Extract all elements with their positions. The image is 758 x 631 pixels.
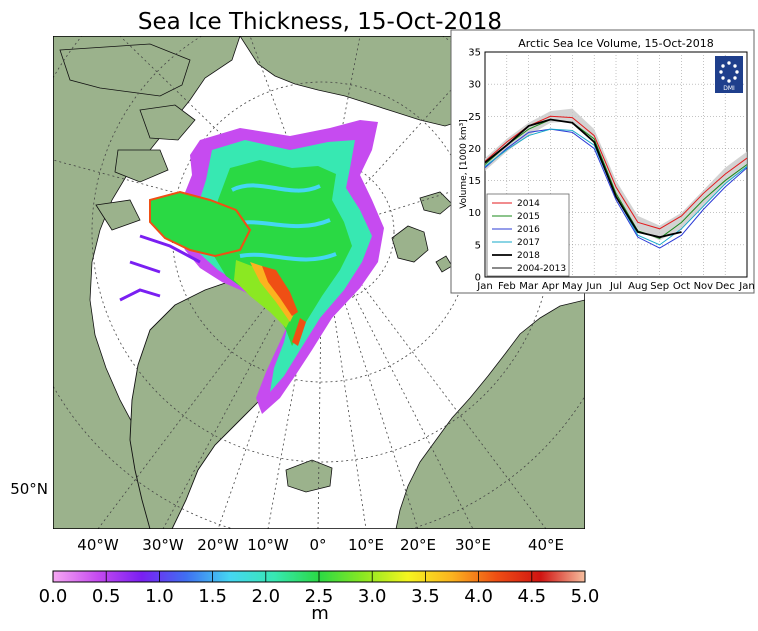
inset-x-ticks: Jan Feb Mar Apr May Jun Jul Aug Sep Oct Nov Dec Jan <box>476 281 754 292</box>
ice-thick-orange <box>250 262 296 322</box>
inset-y-ticks: 0 5 10 15 20 25 30 35 <box>468 48 481 284</box>
colorbar: 0.0 0.5 1.0 1.5 2.0 2.5 3.0 3.5 4.0 4.5 5.0 <box>39 570 600 607</box>
y-tick-label: 5 <box>475 240 481 251</box>
map-title: Sea Ice Thickness, 15-Oct-2018 <box>138 9 502 35</box>
colorbar-tick-label: 3.0 <box>358 586 387 607</box>
ice-archipelago-purple <box>119 234 201 302</box>
lon-label: 10°E <box>348 536 384 554</box>
ice-thick-yellow <box>234 260 294 328</box>
x-tick-label: Mar <box>519 281 539 292</box>
legend-label: 2017 <box>517 238 540 248</box>
inset-series-layer <box>485 115 747 249</box>
y-tick-label: 10 <box>468 208 481 219</box>
x-tick-label: Sep <box>650 281 669 292</box>
x-tick-label: May <box>562 281 583 292</box>
legend-label: 2004-2013 <box>517 264 566 274</box>
colorbar-tick-label: 1.0 <box>145 586 174 607</box>
colorbar-tick-label: 5.0 <box>571 586 600 607</box>
y-tick-label: 25 <box>468 112 481 123</box>
dmi-badge-label: DMI <box>723 85 735 92</box>
x-tick-label: Jun <box>585 281 602 292</box>
x-tick-label: Jul <box>609 281 622 292</box>
legend-label: 2018 <box>517 251 540 261</box>
dmi-stars-icon <box>719 61 739 83</box>
land-franz-josef <box>419 191 453 215</box>
y-tick-label: 0 <box>475 273 481 284</box>
x-tick-label: Nov <box>694 281 714 292</box>
series-line-2016 <box>485 128 747 249</box>
x-tick-label: Dec <box>715 281 734 292</box>
lon-label: 30°W <box>142 536 184 554</box>
colorbar-tick-label: 4.5 <box>517 586 546 607</box>
colorbar-tick-label: 0.0 <box>39 586 68 607</box>
colorbar-tick-label: 4.0 <box>464 586 493 607</box>
y-tick-label: 30 <box>468 80 481 91</box>
lon-label: 40°E <box>528 536 564 554</box>
series-line-2015 <box>485 118 747 239</box>
ice-green-core <box>212 160 352 346</box>
x-tick-label: Apr <box>542 281 560 292</box>
sea-ice-field <box>119 120 384 414</box>
inset-volume-chart: Arctic Sea Ice Volume, 15-Oct-2018 0 5 10 1… <box>450 29 755 294</box>
colorbar-tick-label: 2.5 <box>305 586 334 607</box>
x-tick-label: Feb <box>498 281 516 292</box>
colorbar-unit: m <box>311 603 329 624</box>
ice-canadian-archipelago <box>149 190 252 258</box>
y-tick-label: 20 <box>468 144 481 155</box>
lon-labels: 40°W 30°W 20°W 10°W 0° 10°E 20°E 30°E 40°E <box>77 536 564 554</box>
inset-legend: 2014 2015 2016 2017 2018 2004-2013 <box>486 193 570 277</box>
lon-label: 20°W <box>197 536 239 554</box>
colorbar-tick-label: 3.5 <box>411 586 440 607</box>
ice-thickest-red <box>262 266 306 346</box>
lat-label-50n: 50°N <box>10 480 48 498</box>
colorbar-tick-label: 1.5 <box>198 586 227 607</box>
x-tick-label: Oct <box>673 281 690 292</box>
lon-label: 0° <box>309 536 326 554</box>
colorbar-tick-label: 2.0 <box>251 586 280 607</box>
legend-label: 2015 <box>517 212 540 222</box>
lon-label: 20°E <box>400 536 436 554</box>
series-line-2018 <box>485 118 682 239</box>
y-tick-label: 35 <box>468 48 481 59</box>
lon-label: 10°W <box>247 536 289 554</box>
x-tick-label: Jan <box>738 281 754 292</box>
dmi-badge: DMI <box>715 56 743 93</box>
legend-box <box>486 193 570 277</box>
colorbar-tick-label: 0.5 <box>92 586 121 607</box>
legend-label: 2014 <box>517 199 540 209</box>
inset-y-axis-label: Volume, [1000 km³] <box>459 119 469 209</box>
land-iceland <box>285 459 333 493</box>
y-tick-label: 15 <box>468 176 481 187</box>
lon-label: 40°W <box>77 536 119 554</box>
x-tick-label: Jan <box>476 281 492 292</box>
legend-label: 2016 <box>517 225 540 235</box>
land-scandinavia <box>395 299 585 529</box>
x-tick-label: Aug <box>628 281 648 292</box>
inset-title: Arctic Sea Ice Volume, 15-Oct-2018 <box>518 37 713 50</box>
land-canadian-islands <box>59 43 196 231</box>
lon-label: 30°E <box>455 536 491 554</box>
